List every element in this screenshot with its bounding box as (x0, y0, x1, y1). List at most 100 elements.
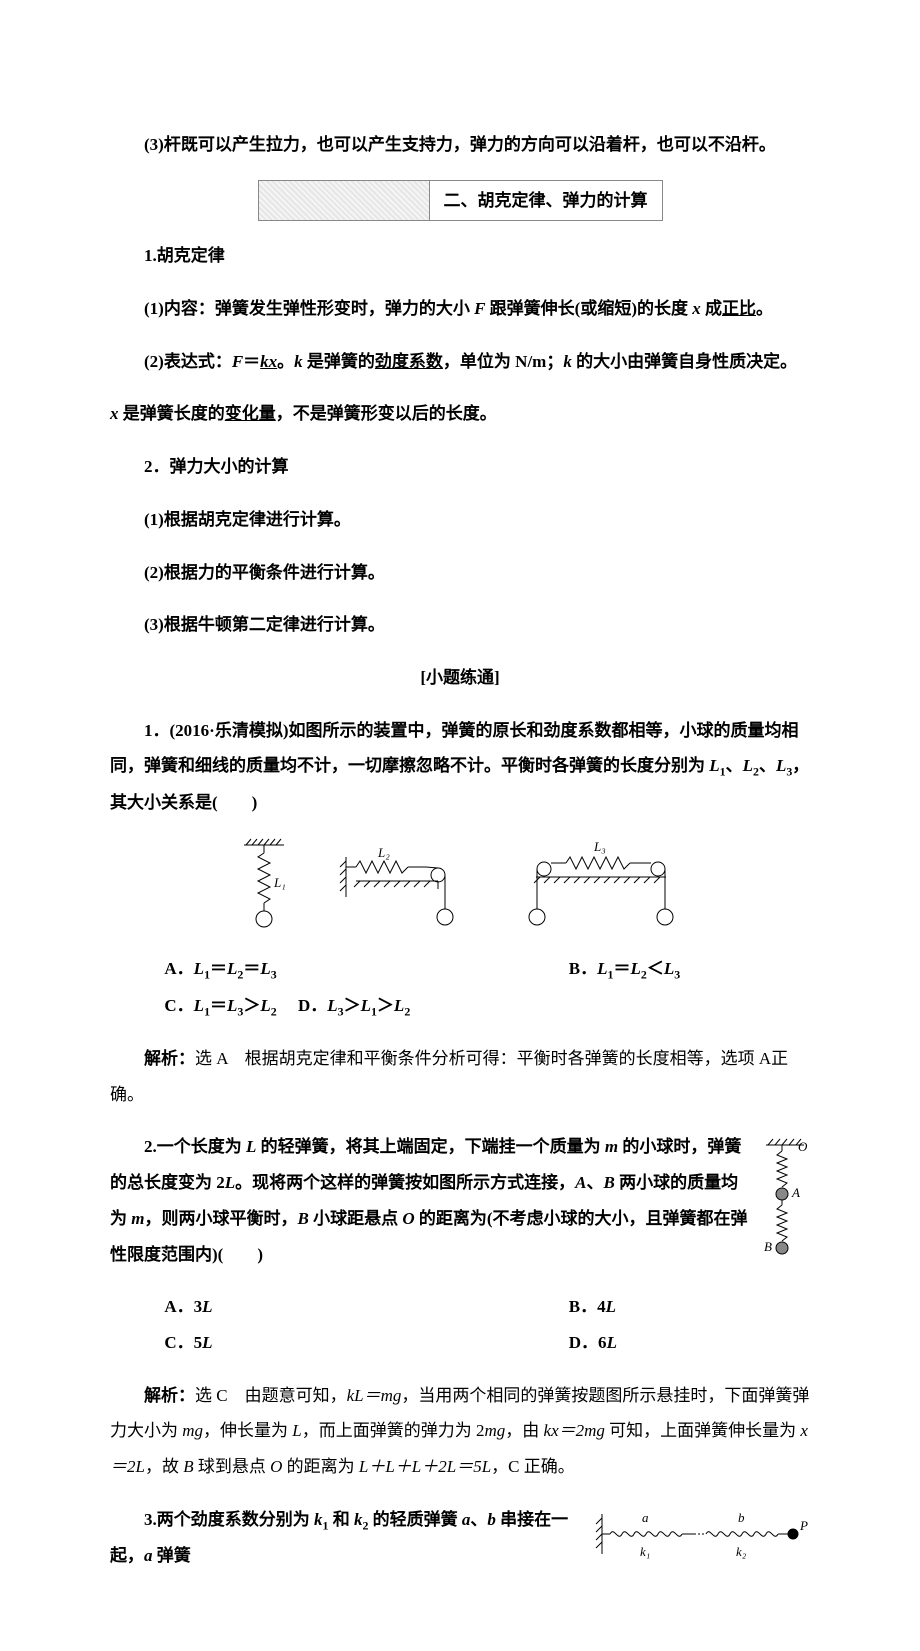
var-F: F (232, 352, 243, 371)
page: (3)杆既可以产生拉力，也可以产生支持力，弹力的方向可以沿着杆，也可以不沿杆。 … (0, 0, 920, 1651)
s2-p2: (2)表达式：F＝kx。k 是弹簧的劲度系数，单位为 N/m；k 的大小由弹簧自… (110, 344, 810, 380)
eq: kL＝mg (347, 1386, 402, 1405)
label-O: O (798, 1139, 808, 1154)
var-L: L (709, 756, 719, 775)
section-2-title: 二、胡克定律、弹力的计算 (430, 181, 662, 221)
text: 的轻弹簧，将其上端固定，下端挂一个质量为 (256, 1137, 605, 1156)
sol-text: 选 A 根据胡克定律和平衡条件分析可得：平衡时各弹簧的长度相等，选项 A正确。 (110, 1049, 788, 1104)
a: a (462, 1510, 471, 1529)
text: ，C 正确。 (491, 1457, 575, 1476)
text: 成 (701, 299, 722, 318)
L: L (597, 959, 607, 978)
q2-block: O A B 2.一个长度为 L 的轻弹簧，将其上端固定，下端挂一个质量为 m 的… (110, 1129, 810, 1289)
s2-c2: (2)根据力的平衡条件进行计算。 (110, 555, 810, 591)
q1-opt-b: B．L1＝L2＜L3 (514, 951, 918, 987)
text: 。 (756, 299, 773, 318)
m: m (131, 1209, 144, 1228)
u-bianhua: 变化量 (225, 404, 276, 423)
A: A (575, 1173, 586, 1192)
s2-c3: (3)根据牛顿第二定律进行计算。 (110, 607, 810, 643)
u-jindu: 劲度系数 (375, 352, 443, 371)
q1-row2: C．L1＝L3＞L2 D．L3＞L1＞L2 (110, 988, 810, 1024)
L: L (202, 1333, 212, 1352)
var-F: F (474, 299, 485, 318)
L: L (260, 996, 270, 1015)
L: L (327, 996, 337, 1015)
L: L (361, 996, 371, 1015)
B: B (297, 1209, 308, 1228)
var-L: L (743, 756, 753, 775)
text: (2)表达式： (144, 352, 232, 371)
text: 选 C 由题意可知， (195, 1386, 347, 1405)
label-b: b (738, 1510, 745, 1525)
q2-opt-b: B．4L (514, 1289, 918, 1325)
op: ＝ (613, 959, 630, 978)
text: 是弹簧长度的 (119, 404, 225, 423)
op: ＜ (647, 959, 664, 978)
a: a (144, 1546, 153, 1565)
q2-row2: C．5L D．6L (110, 1325, 810, 1361)
label-A: A (791, 1185, 800, 1200)
s: 3 (674, 968, 680, 982)
text: 、 (726, 756, 743, 775)
s2-p1: (1)内容：弹簧发生弹性形变时，弹力的大小 F 跟弹簧伸长(或缩短)的长度 x … (110, 291, 810, 327)
label-B: B (764, 1239, 772, 1254)
lbl: A． (164, 959, 193, 978)
sol-label: 解析： (144, 1386, 195, 1405)
q2-figure: O A B (760, 1137, 810, 1257)
label-a: a (642, 1510, 649, 1525)
text: 球到悬点 (194, 1457, 271, 1476)
fig-l2: L₂ (330, 837, 480, 937)
m: m (605, 1137, 618, 1156)
text: 1．(2016· (144, 721, 215, 740)
L: L (194, 996, 204, 1015)
text: (1)内容：弹簧发生弹性形变时，弹力的大小 (144, 299, 474, 318)
B: B (183, 1457, 193, 1476)
label-l3: L₃ (593, 839, 606, 854)
var-k: k (294, 352, 303, 371)
O: O (402, 1209, 414, 1228)
text: ，故 (145, 1457, 183, 1476)
s: 2 (404, 1004, 410, 1018)
text: 。现将两个这样的弹簧按如图所示方式连接， (235, 1173, 575, 1192)
banner-decor (259, 181, 430, 221)
text: 的大小由弹簧自身性质决定。 (572, 352, 797, 371)
L: L (246, 1137, 256, 1156)
label-l2: L₂ (377, 845, 390, 860)
k: k (354, 1510, 363, 1529)
lbl: D． (298, 996, 327, 1015)
text: 、 (759, 756, 776, 775)
op: ＞ (377, 996, 394, 1015)
text: ，而上面弹簧的弹力为 2 (302, 1421, 485, 1440)
text: 、 (470, 1510, 487, 1529)
q2-row1: A．3L B．4L (110, 1289, 810, 1325)
text: ，伸长量为 (203, 1421, 292, 1440)
text: 可知，上面弹簧伸长量为 (605, 1421, 801, 1440)
L: L (225, 1173, 235, 1192)
label-P: P (799, 1518, 808, 1533)
mg: mg (485, 1421, 506, 1440)
L: L (260, 959, 270, 978)
var-L: L (776, 756, 786, 775)
k: k (314, 1510, 323, 1529)
practice-header: [小题练通] (110, 660, 810, 696)
text: ，不是弹簧形变以后的长度。 (276, 404, 497, 423)
L: L (630, 959, 640, 978)
q1-opt-c: C．L1＝L3＞L2 (164, 996, 281, 1015)
text: 跟弹簧伸长(或缩短)的长度 (485, 299, 692, 318)
eq: kx＝2mg (544, 1421, 605, 1440)
L: L (607, 1333, 617, 1352)
op: ＝ (243, 959, 260, 978)
text: ，由 (505, 1421, 543, 1440)
lbl: B．4 (569, 1297, 606, 1316)
text: 3.两个劲度系数分别为 (144, 1510, 314, 1529)
eq: ＝ (243, 352, 260, 371)
text: ，单位为 N/m； (443, 352, 563, 371)
eq: L＋L＋L＋2L＝5L (359, 1457, 491, 1476)
lbl: A．3 (164, 1297, 202, 1316)
q1-solution: 解析：选 A 根据胡克定律和平衡条件分析可得：平衡时各弹簧的长度相等，选项 A正… (110, 1041, 810, 1112)
q3-figure: a b k₁ k₂ P (590, 1510, 810, 1570)
b: b (487, 1510, 496, 1529)
var-x: x (110, 404, 119, 423)
L: L (606, 1297, 616, 1316)
